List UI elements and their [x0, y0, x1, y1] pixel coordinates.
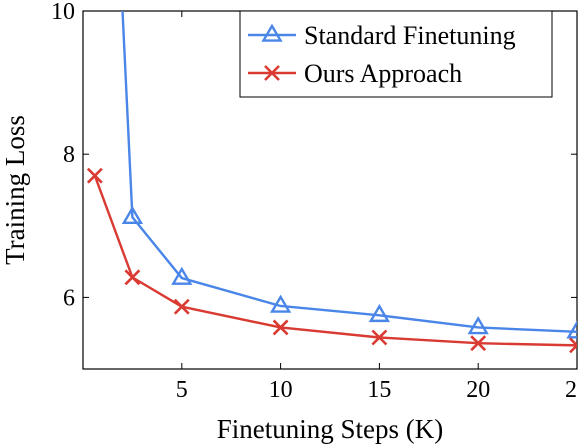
- x-tick-label: 25: [565, 377, 578, 403]
- data-point: [566, 320, 577, 339]
- legend-marker: [261, 23, 283, 42]
- data-point: [272, 319, 289, 336]
- series-ours-approach: [86, 167, 577, 354]
- legend-box: [239, 10, 553, 98]
- data-point: [470, 335, 487, 352]
- y-axis-label: Training Loss: [0, 115, 30, 265]
- series-standard-finetuning: [121, 11, 577, 339]
- legend-label: Ours Approach: [304, 59, 462, 88]
- legend-marker: [264, 65, 280, 81]
- legend-item: Ours Approach: [248, 59, 462, 88]
- data-point: [124, 269, 141, 286]
- data-point: [269, 294, 292, 313]
- legend-item: Standard Finetuning: [248, 21, 516, 50]
- axes: 5 10 15 20 25 6 8 10: [51, 0, 578, 403]
- series-layer: [86, 11, 577, 354]
- series-line: [121, 11, 577, 333]
- data-point: [569, 337, 577, 354]
- data-point: [371, 329, 388, 346]
- data-point: [368, 303, 391, 323]
- data-point: [171, 266, 193, 285]
- y-tick-label: 8: [63, 142, 75, 168]
- x-tick-label: 5: [176, 377, 188, 403]
- data-point: [86, 167, 103, 184]
- data-point: [121, 205, 144, 224]
- y-tick-label: 6: [63, 285, 75, 311]
- x-tick-label: 20: [466, 377, 490, 403]
- legend-label: Standard Finetuning: [304, 21, 516, 50]
- data-point: [467, 316, 489, 335]
- data-point: [173, 298, 190, 315]
- x-axis-label: Finetuning Steps (K): [217, 414, 444, 444]
- x-tick-label: 15: [367, 377, 391, 403]
- y-tick-label: 10: [51, 0, 75, 25]
- legend: Standard Finetuning Ours Approach: [239, 10, 553, 98]
- x-tick-label: 10: [269, 377, 293, 403]
